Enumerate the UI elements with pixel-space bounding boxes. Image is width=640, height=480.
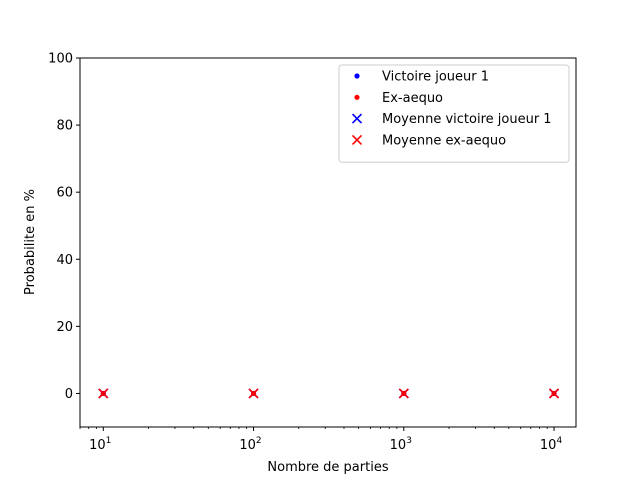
legend-label: Moyenne ex-aequo [382,133,506,148]
legend-label: Moyenne victoire joueur 1 [382,112,552,127]
legend-label: Victoire joueur 1 [382,70,489,85]
mean-marker [98,388,109,399]
mean-marker [548,388,560,399]
y-axis-ticks: 0 20 40 60 80 100 [48,52,80,402]
legend: Victoire joueur 1 Ex-aequo Moyenne victoir… [338,64,570,163]
legend-marker [351,134,363,145]
y-tick-label: 0 [65,387,73,402]
y-tick-label: 100 [48,52,73,67]
y-tick-label: 40 [56,253,73,268]
y-tick-label: 80 [56,119,73,134]
x-axis-label: Nombre de parties [267,460,388,475]
legend-marker [354,94,360,100]
y-tick-label: 60 [56,186,73,201]
legend-label: Ex-aequo [382,91,443,106]
legend-marker [351,113,363,124]
legend-box [338,64,570,163]
y-tick-label: 20 [56,320,73,335]
plot-frame [79,57,577,428]
plot-marks [98,388,560,399]
mean-marker [248,388,259,399]
y-axis-label: Probabilite en % [23,189,38,295]
mean-marker [398,388,409,399]
legend-marker [354,73,360,79]
